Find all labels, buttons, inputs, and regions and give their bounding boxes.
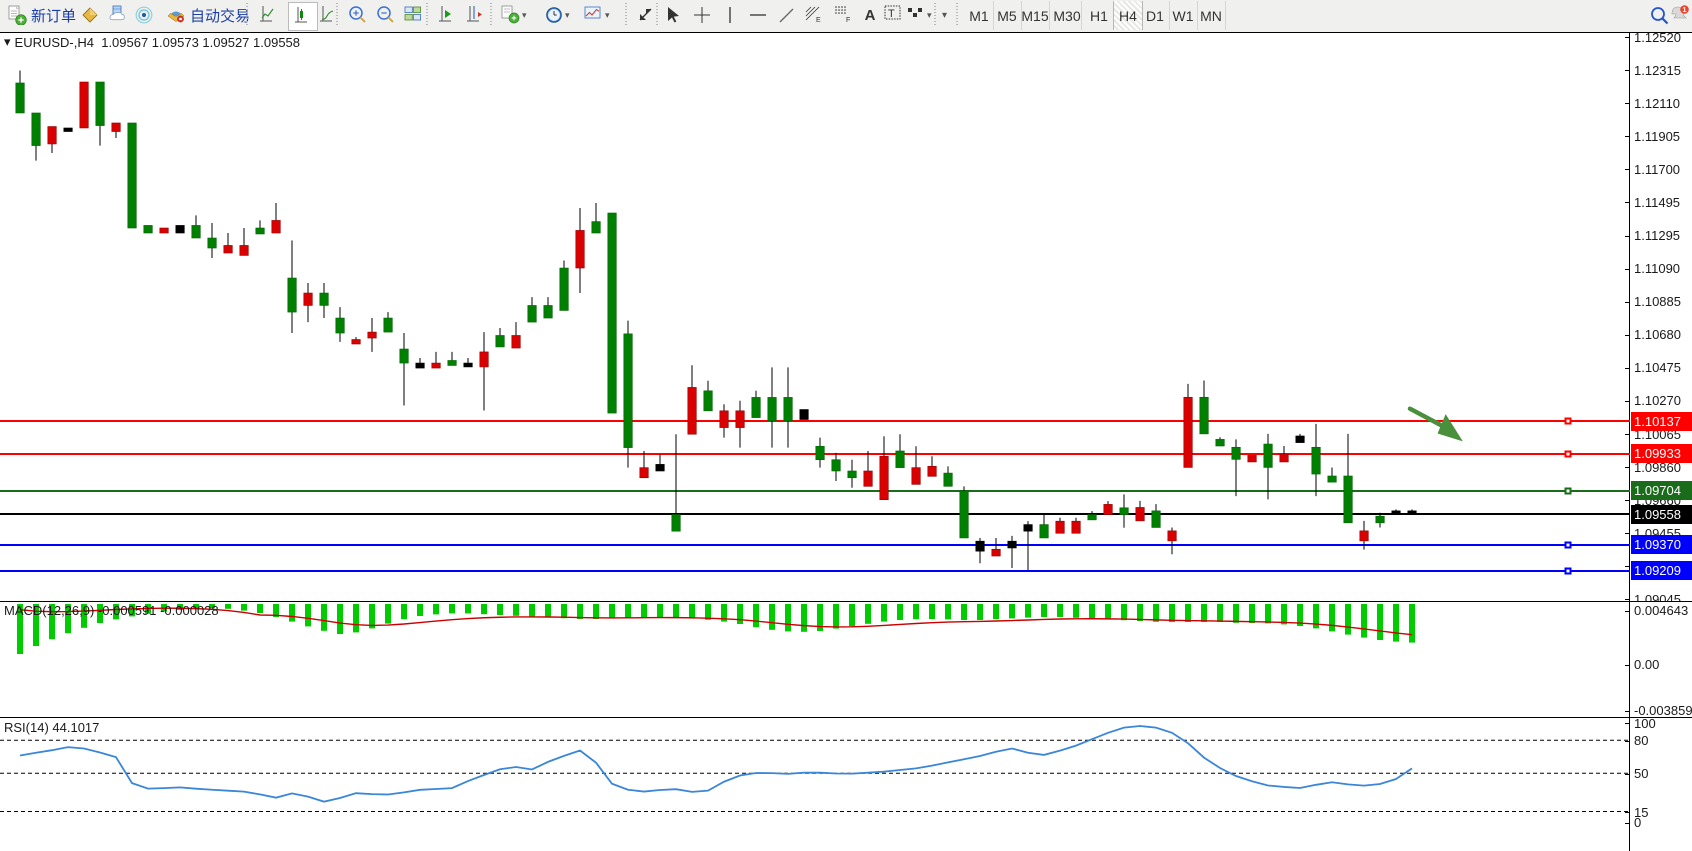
svg-text:F: F [846,17,850,24]
svg-text:1: 1 [1682,5,1686,14]
svg-text:E: E [816,17,821,24]
svg-text:T: T [888,8,895,20]
